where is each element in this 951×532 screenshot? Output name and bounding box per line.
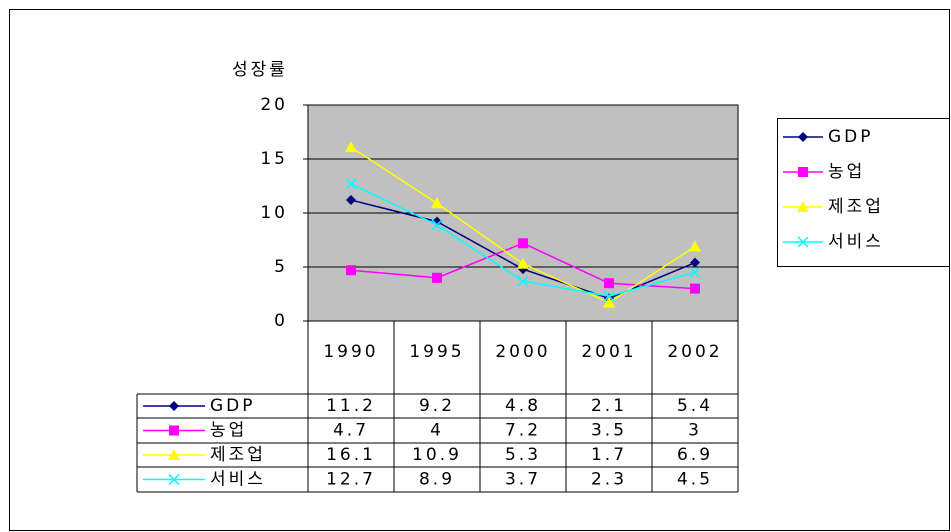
marker <box>517 275 529 287</box>
marker <box>168 473 180 486</box>
table-cell: 3.5 <box>591 421 627 441</box>
marker <box>798 132 808 142</box>
table-cell: 7.2 <box>505 421 541 441</box>
y-tick-label: 20 <box>260 95 288 115</box>
y-tick-label: 0 <box>274 311 288 331</box>
x-tick-label: 1995 <box>409 342 464 362</box>
x-tick-label: 2002 <box>667 342 722 362</box>
table-cell: 6.9 <box>677 445 713 465</box>
marker <box>432 272 442 283</box>
marker <box>169 401 179 411</box>
marker <box>797 236 809 248</box>
table-cell: 11.2 <box>326 396 376 416</box>
marker <box>604 278 614 289</box>
marker <box>431 219 443 231</box>
table-cell: 10.9 <box>412 445 462 465</box>
table-legend-label: 서비스 <box>210 470 266 490</box>
x-tick-label: 2000 <box>495 342 550 362</box>
y-tick-label: 5 <box>274 257 288 277</box>
marker <box>518 238 528 249</box>
marker <box>690 257 700 268</box>
marker <box>346 195 356 206</box>
table-legend-label: 농업 <box>210 421 247 441</box>
table-cell: 12.7 <box>326 470 376 490</box>
marker <box>603 296 615 308</box>
marker <box>603 290 615 302</box>
marker <box>431 197 443 209</box>
y-tick-label: 10 <box>260 203 288 223</box>
marker <box>168 449 180 460</box>
marker <box>345 141 357 153</box>
marker <box>346 265 356 276</box>
y-tick-label: 15 <box>260 149 288 169</box>
table-cell: 2.1 <box>591 396 627 416</box>
table-cell: 4.7 <box>333 421 369 441</box>
marker <box>689 266 701 278</box>
table-legend-label: GDP <box>210 396 256 416</box>
legend-label: 농업 <box>828 162 865 182</box>
table-cell: 2.3 <box>591 470 627 490</box>
table-cell: 16.1 <box>326 445 376 465</box>
legend-label: 서비스 <box>828 232 884 252</box>
legend-label: GDP <box>828 127 874 147</box>
table-cell: 4.8 <box>505 396 541 416</box>
y-axis-title: 성장률 <box>232 60 288 80</box>
legend-label: 제조업 <box>828 197 884 217</box>
marker <box>690 283 700 294</box>
table-cell: 5.3 <box>505 445 541 465</box>
marker <box>345 178 357 190</box>
table-cell: 3.7 <box>505 470 541 490</box>
table-cell: 4 <box>430 421 444 441</box>
x-tick-label: 1990 <box>323 342 378 362</box>
table-cell: 3 <box>688 421 702 441</box>
table-cell: 9.2 <box>419 396 455 416</box>
table-legend-label: 제조업 <box>210 445 266 465</box>
table-cell: 4.5 <box>677 470 713 490</box>
table-cell: 1.7 <box>591 445 627 465</box>
marker <box>797 201 809 212</box>
x-tick-label: 2001 <box>581 342 636 362</box>
marker <box>798 167 808 177</box>
table-cell: 8.9 <box>419 470 455 490</box>
marker <box>517 257 529 269</box>
marker <box>169 425 179 436</box>
marker <box>689 240 701 252</box>
table-cell: 5.4 <box>677 396 713 416</box>
